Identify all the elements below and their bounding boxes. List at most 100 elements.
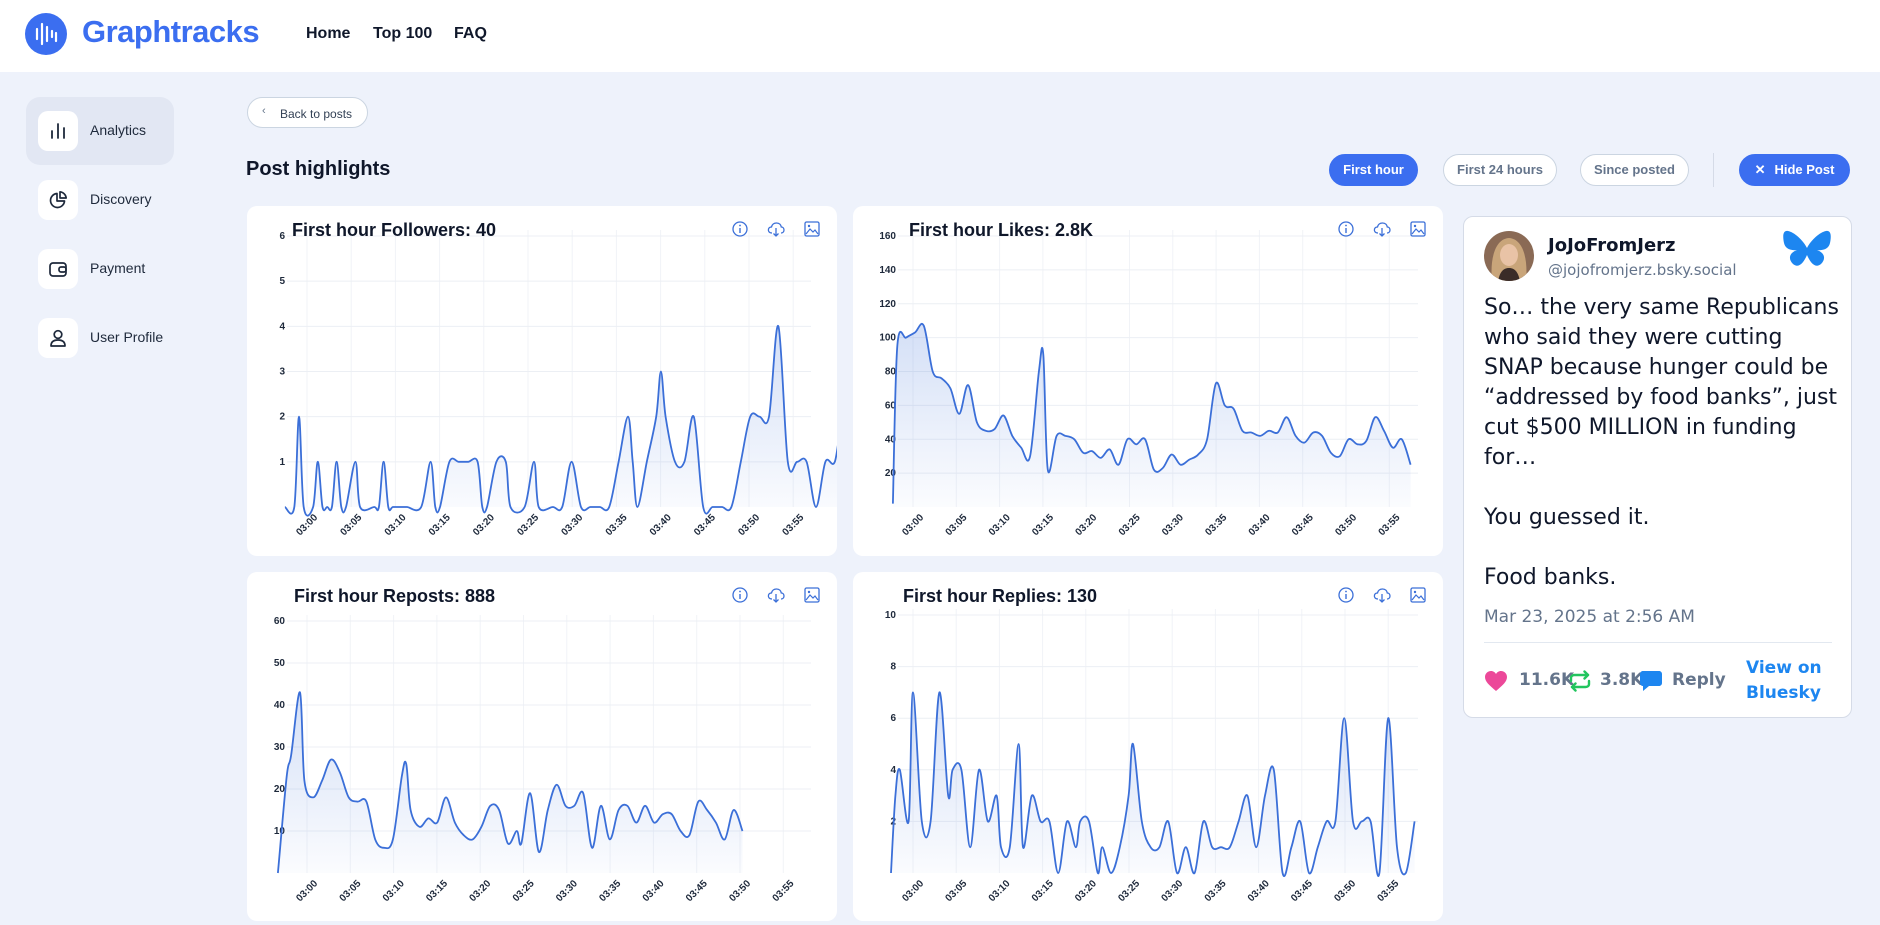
nav-top-100[interactable]: Top 100 xyxy=(373,25,433,42)
x-tick-label: 03:55 xyxy=(1377,512,1403,538)
post-text: So… the very same Republicans who said t… xyxy=(1484,295,1839,590)
info-icon[interactable] xyxy=(1337,220,1355,238)
y-tick-label: 1 xyxy=(279,457,285,468)
filter-first-24-hours[interactable]: First 24 hours xyxy=(1443,154,1557,186)
x-tick-label: 03:10 xyxy=(987,512,1013,538)
x-tick-label: 03:40 xyxy=(1247,512,1273,538)
y-tick-label: 40 xyxy=(274,700,286,711)
x-tick-label: 03:50 xyxy=(727,878,753,904)
reply-icon[interactable] xyxy=(1639,670,1663,692)
page-title: Post highlights xyxy=(246,158,391,180)
top-bar: Graphtracks Home Top 100 FAQ xyxy=(0,0,1880,72)
x-tick-label: 03:55 xyxy=(1376,878,1402,904)
x-tick-label: 03:40 xyxy=(641,878,667,904)
chart-title: First hour Followers: 40 xyxy=(292,220,497,240)
x-tick-label: 03:15 xyxy=(424,878,450,904)
info-icon[interactable] xyxy=(731,586,749,604)
x-tick-label: 03:00 xyxy=(900,512,926,538)
avatar[interactable] xyxy=(1484,231,1534,281)
sidebar-item-label: Payment xyxy=(90,260,146,276)
series-line xyxy=(284,325,837,517)
post-date: Mar 23, 2025 at 2:56 AM xyxy=(1484,607,1695,627)
y-tick-label: 20 xyxy=(274,784,286,795)
brand-name[interactable]: Graphtracks xyxy=(82,14,260,49)
cloud-download-icon[interactable] xyxy=(767,586,785,604)
chart-plot: 10 20 30 40 50 60 03:00 03:05 03:10 03:15 03:20 03:… xyxy=(274,615,811,904)
series-area xyxy=(277,692,743,873)
close-icon: ✕ xyxy=(1754,162,1766,177)
back-to-posts-button[interactable]: ‹ Back to posts xyxy=(247,97,368,128)
y-tick-label: 3 xyxy=(279,367,285,378)
image-download-icon[interactable] xyxy=(803,586,821,604)
repost-icon[interactable] xyxy=(1568,670,1592,692)
x-tick-label: 03:25 xyxy=(1116,878,1142,904)
sidebar-item-label: Analytics xyxy=(90,122,147,138)
post-handle[interactable]: @jojofromjerz.bsky.social xyxy=(1548,261,1737,279)
x-tick-label: 03:15 xyxy=(1030,878,1056,904)
heart-icon[interactable] xyxy=(1484,670,1508,692)
filter-since-posted[interactable]: Since posted xyxy=(1580,154,1689,186)
x-tick-label: 03:35 xyxy=(597,878,623,904)
chart-title: First hour Replies: 130 xyxy=(903,586,1098,606)
cloud-download-icon[interactable] xyxy=(1373,220,1391,238)
sidebar-item-user-profile[interactable]: User Profile xyxy=(26,304,174,372)
filter-first-hour[interactable]: First hour xyxy=(1329,154,1418,186)
x-tick-label: 03:05 xyxy=(338,878,364,904)
x-tick-label: 03:30 xyxy=(1160,512,1186,538)
image-download-icon[interactable] xyxy=(1409,220,1427,238)
sidebar-item-payment[interactable]: Payment xyxy=(26,235,174,303)
x-tick-label: 03:30 xyxy=(554,878,580,904)
series-line xyxy=(890,691,1416,877)
y-tick-label: 8 xyxy=(890,662,896,673)
hide-post-button[interactable]: ✕ Hide Post xyxy=(1739,154,1850,186)
image-download-icon[interactable] xyxy=(803,220,821,238)
chevron-left-icon: ‹ xyxy=(262,105,266,117)
post-card: JoJoFromJerz @jojofromjerz.bsky.social S… xyxy=(1463,216,1852,718)
x-tick-label: 03:10 xyxy=(987,878,1013,904)
info-icon[interactable] xyxy=(1337,586,1355,604)
logo-icon[interactable] xyxy=(25,13,67,55)
view-on-bluesky-link[interactable]: View on Bluesky xyxy=(1746,658,1822,703)
x-tick-label: 03:35 xyxy=(1203,512,1229,538)
y-tick-label: 60 xyxy=(274,616,286,627)
x-tick-label: 03:15 xyxy=(427,512,453,538)
nav-home[interactable]: Home xyxy=(306,25,351,42)
x-tick-label: 03:30 xyxy=(559,512,585,538)
cloud-download-icon[interactable] xyxy=(1373,586,1391,604)
x-tick-label: 03:05 xyxy=(944,512,970,538)
image-download-icon[interactable] xyxy=(1409,586,1427,604)
followers-chart-card: 1 2 3 4 5 6 03:00 03:05 03:10 03:15 03:20 03:25 03:3… xyxy=(247,206,837,556)
x-tick-label: 03:45 xyxy=(1289,878,1315,904)
cloud-download-icon[interactable] xyxy=(767,220,785,238)
x-tick-label: 03:20 xyxy=(467,878,493,904)
x-tick-label: 03:25 xyxy=(511,878,537,904)
x-tick-label: 03:50 xyxy=(1332,878,1358,904)
chart-title: First hour Reposts: 888 xyxy=(294,586,496,606)
y-tick-label: 2 xyxy=(279,412,285,423)
nav-faq[interactable]: FAQ xyxy=(454,25,487,42)
y-tick-label: 50 xyxy=(274,658,286,669)
reply-label[interactable]: Reply xyxy=(1672,670,1726,690)
sidebar-item-discovery[interactable]: Discovery xyxy=(26,166,174,234)
x-tick-label: 03:25 xyxy=(1117,512,1143,538)
x-tick-label: 03:10 xyxy=(381,878,407,904)
y-tick-label: 100 xyxy=(879,333,896,344)
x-tick-label: 03:55 xyxy=(771,878,797,904)
y-tick-label: 140 xyxy=(879,265,896,276)
back-button-label: Back to posts xyxy=(280,107,353,121)
pie-chart-icon xyxy=(38,180,78,220)
sidebar-item-label: User Profile xyxy=(90,329,164,345)
x-tick-label: 03:25 xyxy=(515,512,541,538)
series-area xyxy=(892,323,1411,507)
x-tick-label: 03:10 xyxy=(383,512,409,538)
post-author[interactable]: JoJoFromJerz xyxy=(1548,235,1676,256)
post-divider xyxy=(1484,642,1832,643)
like-count: 11.6K xyxy=(1519,670,1575,690)
likes-chart-card: 20 40 60 80 100 120 140 160 03:00 03:05 03:10 03:15… xyxy=(853,206,1443,556)
sidebar-item-analytics[interactable]: Analytics xyxy=(26,97,174,165)
y-tick-label: 40 xyxy=(885,434,897,445)
info-icon[interactable] xyxy=(731,220,749,238)
y-tick-label: 60 xyxy=(885,400,897,411)
series-area xyxy=(284,326,837,516)
